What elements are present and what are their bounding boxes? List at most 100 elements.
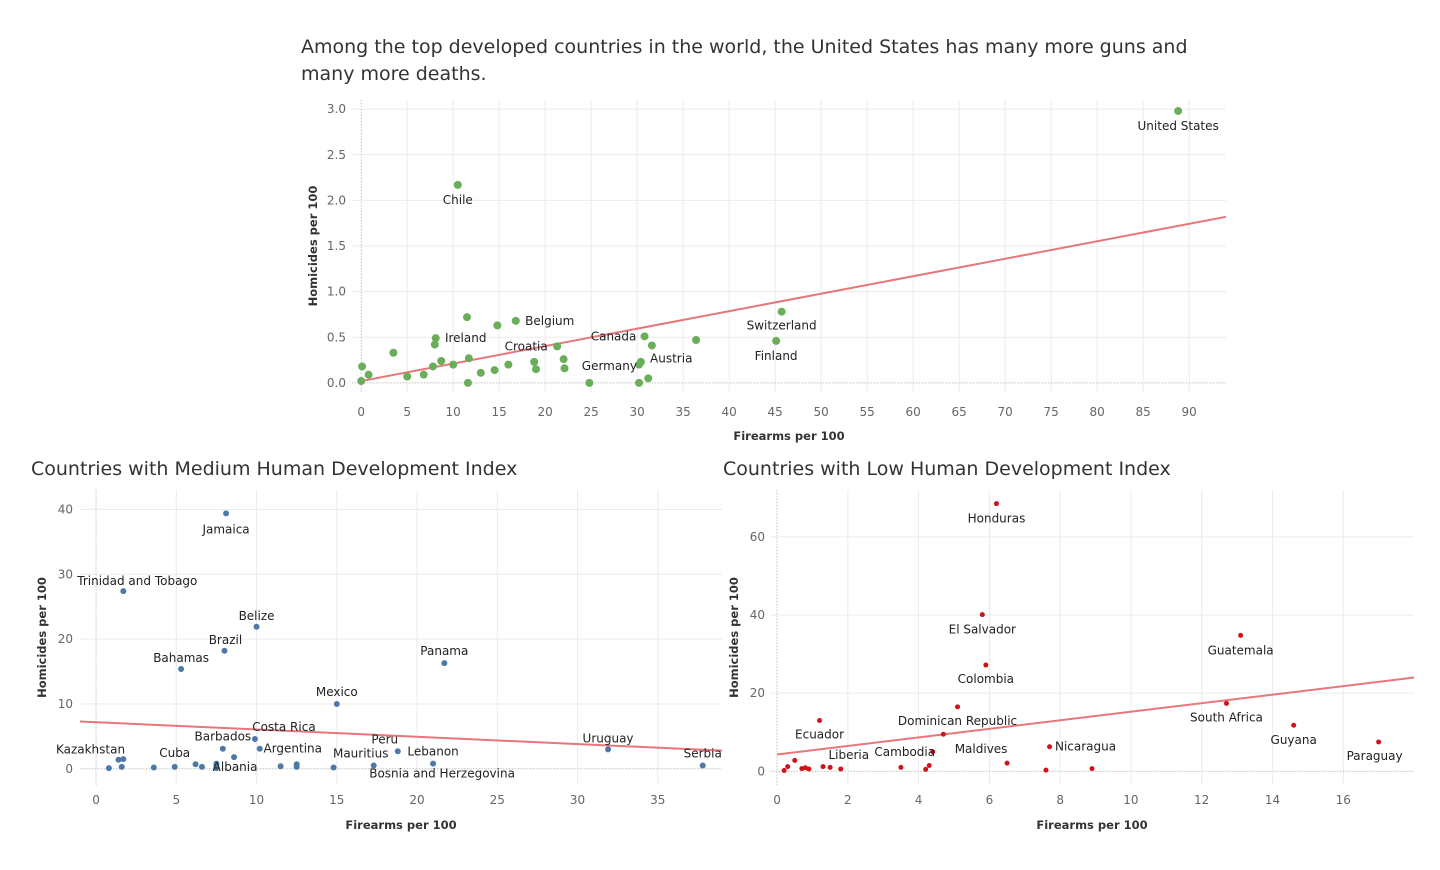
- data-point[interactable]: [428, 362, 437, 371]
- data-point[interactable]: [504, 360, 513, 369]
- data-point[interactable]: [150, 764, 157, 771]
- data-point[interactable]: [1376, 739, 1382, 745]
- data-point[interactable]: [636, 357, 645, 366]
- data-point[interactable]: [449, 360, 458, 369]
- data-point[interactable]: [223, 510, 230, 517]
- data-point[interactable]: [430, 760, 437, 767]
- data-point[interactable]: [806, 766, 812, 772]
- data-point[interactable]: [898, 764, 904, 770]
- data-point[interactable]: [692, 335, 701, 344]
- data-point[interactable]: [817, 718, 823, 724]
- data-point[interactable]: [699, 762, 706, 769]
- data-point[interactable]: [1043, 767, 1049, 773]
- data-point[interactable]: [827, 764, 833, 770]
- data-point[interactable]: [940, 731, 946, 737]
- data-point[interactable]: [333, 700, 340, 707]
- data-point[interactable]: [802, 765, 808, 771]
- data-point[interactable]: [1004, 760, 1010, 766]
- data-point[interactable]: [192, 761, 199, 768]
- data-point[interactable]: [293, 761, 300, 768]
- data-point[interactable]: [993, 501, 999, 507]
- point-label: United States: [1138, 119, 1219, 133]
- data-point[interactable]: [647, 341, 656, 350]
- data-point[interactable]: [490, 366, 499, 375]
- data-point[interactable]: [1089, 766, 1095, 772]
- data-point[interactable]: [1223, 700, 1229, 706]
- data-point[interactable]: [781, 768, 787, 774]
- data-point[interactable]: [441, 660, 448, 667]
- data-point[interactable]: [330, 764, 337, 771]
- data-point[interactable]: [553, 342, 562, 351]
- data-point[interactable]: [221, 647, 228, 654]
- x-tick-label: 20: [409, 793, 424, 807]
- data-point[interactable]: [403, 372, 412, 381]
- data-point[interactable]: [464, 354, 473, 363]
- data-point[interactable]: [530, 357, 539, 366]
- data-point[interactable]: [493, 321, 502, 330]
- data-point[interactable]: [256, 745, 263, 752]
- data-point[interactable]: [1291, 722, 1297, 728]
- data-point[interactable]: [560, 364, 569, 373]
- data-point[interactable]: [118, 763, 125, 770]
- data-point[interactable]: [923, 766, 929, 772]
- point-label: Canada: [591, 329, 637, 343]
- data-point[interactable]: [772, 336, 781, 345]
- data-point[interactable]: [511, 316, 520, 325]
- data-point[interactable]: [1174, 106, 1183, 115]
- x-axis-title: Firearms per 100: [1036, 818, 1147, 832]
- data-point[interactable]: [979, 612, 985, 618]
- data-point[interactable]: [463, 378, 472, 387]
- data-point[interactable]: [120, 588, 127, 595]
- data-point[interactable]: [640, 332, 649, 341]
- data-point[interactable]: [605, 746, 612, 753]
- data-point[interactable]: [838, 766, 844, 772]
- data-point[interactable]: [785, 764, 791, 770]
- data-point[interactable]: [178, 665, 185, 672]
- data-point[interactable]: [430, 340, 439, 349]
- data-point[interactable]: [792, 757, 798, 763]
- low-hdi-chart: 0 2 4 6 8 10 12 14 16 0 20 40 60 Firearms per 100 Homi…: [727, 490, 1415, 832]
- data-point[interactable]: [930, 749, 936, 755]
- data-point[interactable]: [394, 748, 401, 755]
- data-point[interactable]: [644, 374, 653, 383]
- data-point[interactable]: [777, 307, 786, 316]
- data-point[interactable]: [231, 754, 238, 761]
- data-point[interactable]: [926, 762, 932, 768]
- data-point[interactable]: [463, 313, 471, 322]
- data-point[interactable]: [357, 377, 366, 386]
- data-point[interactable]: [213, 765, 220, 772]
- data-point[interactable]: [105, 765, 112, 772]
- data-point[interactable]: [115, 756, 122, 763]
- data-point[interactable]: [277, 763, 284, 770]
- data-point[interactable]: [419, 370, 428, 379]
- data-point[interactable]: [389, 348, 398, 357]
- data-point[interactable]: [532, 365, 540, 374]
- data-point[interactable]: [293, 763, 300, 770]
- data-point[interactable]: [358, 362, 367, 371]
- data-point[interactable]: [559, 355, 568, 364]
- data-point[interactable]: [635, 378, 644, 387]
- data-point[interactable]: [171, 763, 178, 770]
- data-point[interactable]: [585, 378, 594, 387]
- data-point[interactable]: [213, 763, 220, 770]
- data-point[interactable]: [820, 764, 826, 770]
- data-point[interactable]: [219, 745, 226, 752]
- data-point[interactable]: [476, 368, 485, 377]
- data-point[interactable]: [251, 735, 258, 742]
- data-point[interactable]: [364, 370, 373, 379]
- data-point[interactable]: [437, 356, 446, 365]
- data-point[interactable]: [453, 180, 462, 189]
- data-point[interactable]: [635, 360, 644, 369]
- data-point[interactable]: [253, 623, 260, 630]
- data-point[interactable]: [955, 704, 961, 710]
- data-point[interactable]: [370, 762, 377, 769]
- data-point[interactable]: [198, 763, 205, 770]
- data-point[interactable]: [1238, 632, 1244, 638]
- data-point[interactable]: [1047, 744, 1053, 750]
- data-point[interactable]: [120, 756, 127, 763]
- data-point[interactable]: [983, 662, 989, 668]
- main-title: Among the top developed countries in the…: [301, 36, 1188, 85]
- data-point[interactable]: [431, 334, 440, 343]
- data-point[interactable]: [799, 766, 805, 772]
- data-point[interactable]: [213, 760, 220, 767]
